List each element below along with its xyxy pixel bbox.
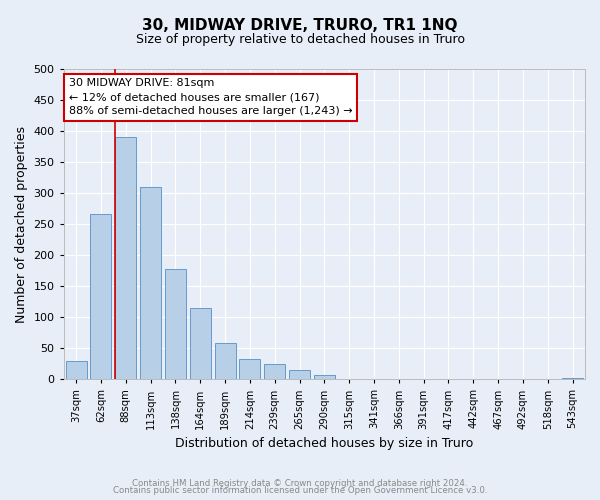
- Bar: [165, 269, 186, 380]
- Bar: [239, 360, 260, 380]
- Bar: [115, 138, 136, 380]
- X-axis label: Distribution of detached houses by size in Truro: Distribution of detached houses by size …: [175, 437, 473, 450]
- Text: Size of property relative to detached houses in Truro: Size of property relative to detached ho…: [136, 32, 464, 46]
- Bar: [264, 364, 285, 380]
- Bar: [140, 187, 161, 380]
- Bar: [215, 344, 236, 380]
- Text: Contains public sector information licensed under the Open Government Licence v3: Contains public sector information licen…: [113, 486, 487, 495]
- Bar: [65, 360, 86, 380]
- Text: 30, MIDWAY DRIVE, TRURO, TR1 1NQ: 30, MIDWAY DRIVE, TRURO, TR1 1NQ: [142, 18, 458, 32]
- Text: Contains HM Land Registry data © Crown copyright and database right 2024.: Contains HM Land Registry data © Crown c…: [132, 478, 468, 488]
- Text: 30 MIDWAY DRIVE: 81sqm
← 12% of detached houses are smaller (167)
88% of semi-de: 30 MIDWAY DRIVE: 81sqm ← 12% of detached…: [69, 78, 353, 116]
- Bar: [190, 308, 211, 380]
- Bar: [289, 370, 310, 380]
- Bar: [562, 378, 583, 380]
- Bar: [91, 214, 112, 380]
- Y-axis label: Number of detached properties: Number of detached properties: [15, 126, 28, 322]
- Bar: [314, 375, 335, 380]
